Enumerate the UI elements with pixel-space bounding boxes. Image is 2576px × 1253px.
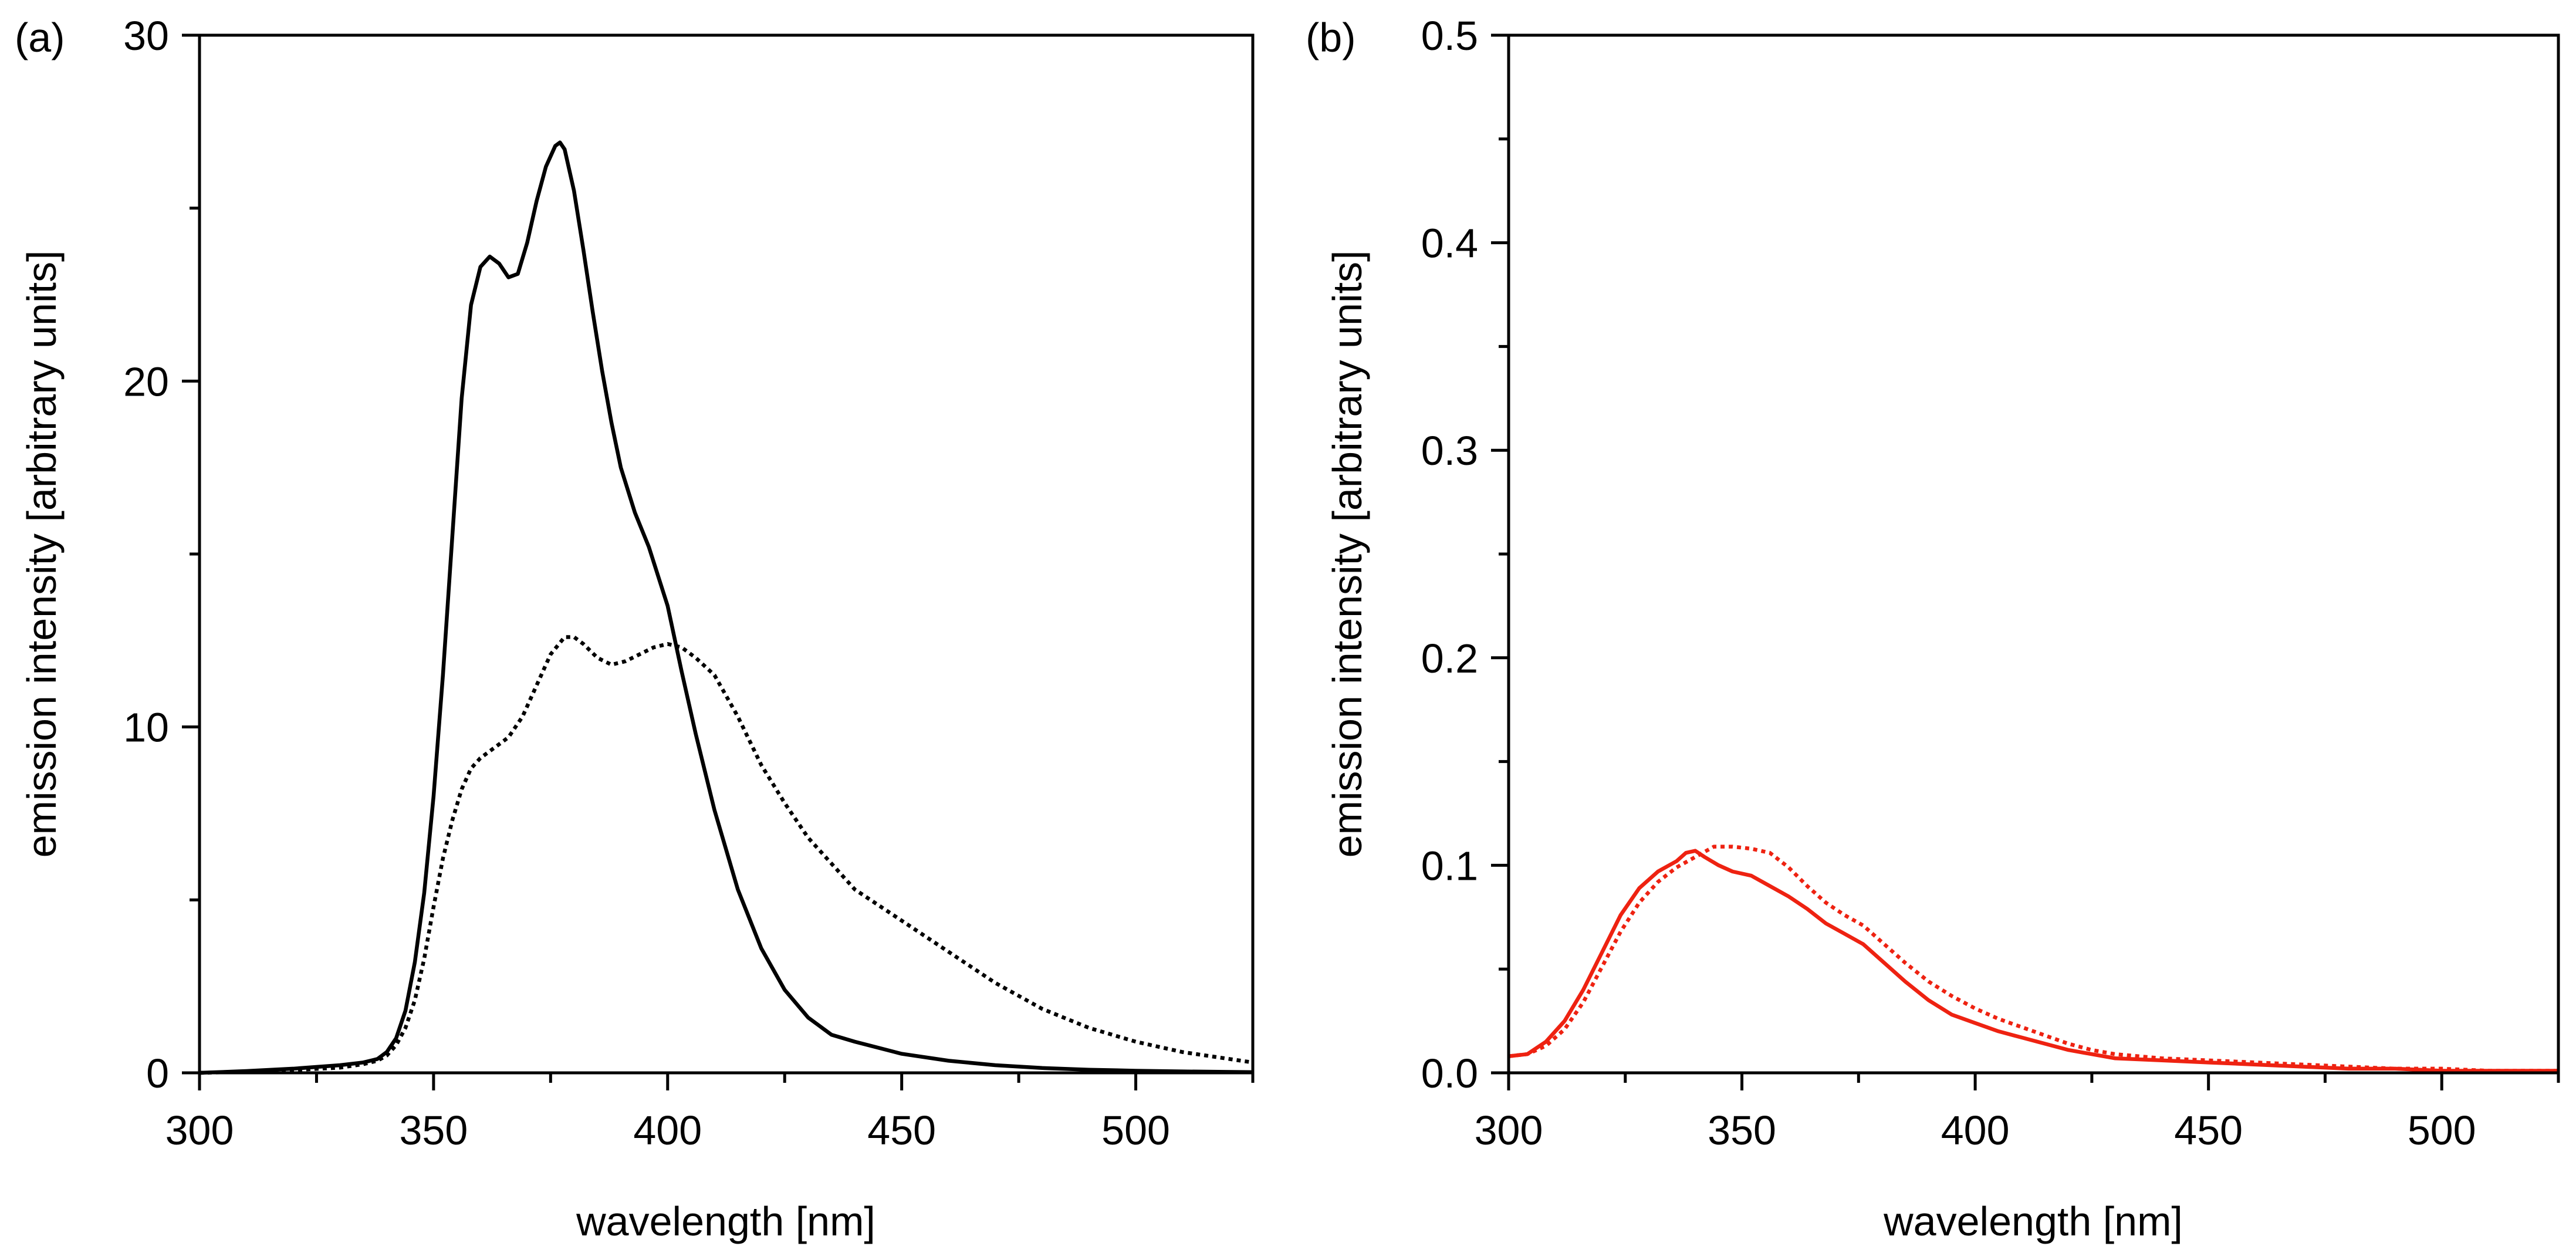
panel-a-y-tick-label: 30 <box>123 13 169 59</box>
panel-a-ticks <box>182 33 1255 1090</box>
panel-a-series-dotted <box>199 635 1253 1075</box>
panel-a-series <box>199 140 1253 1075</box>
panel-a-tick-labels: 300 350 400 450 500 0 10 20 30 <box>123 13 1170 1153</box>
panel-b-x-tick-label: 500 <box>2408 1107 2476 1153</box>
panel-b-x-axis-label: wavelength [nm] <box>1883 1198 2183 1244</box>
panel-b-x-tick-label: 300 <box>1475 1107 1543 1153</box>
panel-a-x-tick-label: 400 <box>633 1107 702 1153</box>
panel-b-y-tick-label: 0.4 <box>1421 221 1478 266</box>
panel-b: (b) 300 350 400 450 500 0.0 0.1 0.2 0.3 0.4 0.5 wa… <box>1306 13 2560 1244</box>
panel-a-x-tick-label: 450 <box>867 1107 936 1153</box>
panel-b-series-solid-red <box>1508 849 2558 1073</box>
panel-b-x-tick-label: 400 <box>1941 1107 2010 1153</box>
panel-b-x-tick-label: 450 <box>2174 1107 2243 1153</box>
panel-a-x-tick-label: 350 <box>399 1107 468 1153</box>
panel-a-label: (a) <box>15 15 65 60</box>
panel-b-y-tick-label: 0.5 <box>1421 13 1478 59</box>
panel-a-plot-frame <box>198 33 1255 1075</box>
panel-b-x-tick-label: 350 <box>1708 1107 1776 1153</box>
panel-b-y-axis-label: emission intensity [arbitrary units] <box>1324 251 1370 858</box>
panel-b-series-dotted-red <box>1508 845 2558 1073</box>
panel-a-x-tick-label: 500 <box>1101 1107 1170 1153</box>
panel-a-series-solid <box>199 140 1253 1075</box>
panel-b-series <box>1508 845 2558 1073</box>
panel-a-y-axis-label: emission intensity [arbitrary units] <box>19 251 65 858</box>
panel-b-plot-frame <box>1507 33 2560 1075</box>
panel-a-y-tick-label: 10 <box>123 705 169 751</box>
panel-a-y-tick-label: 20 <box>123 359 169 404</box>
panel-a-y-tick-label: 0 <box>146 1051 169 1096</box>
panel-b-y-tick-label: 0.2 <box>1421 636 1478 681</box>
panel-a-x-tick-label: 300 <box>165 1107 234 1153</box>
panel-b-ticks <box>1491 33 2560 1090</box>
panel-a: (a) 300 350 400 450 500 0 10 20 30 wavelength [n… <box>15 13 1255 1244</box>
panel-b-y-tick-label: 0.3 <box>1421 428 1478 474</box>
panel-b-y-tick-label: 0.1 <box>1421 843 1478 889</box>
panel-b-tick-labels: 300 350 400 450 500 0.0 0.1 0.2 0.3 0.4 0.5 <box>1421 13 2476 1153</box>
panel-a-x-axis-label: wavelength [nm] <box>576 1198 875 1244</box>
panel-b-label: (b) <box>1306 15 1356 60</box>
panel-b-y-tick-label: 0.0 <box>1421 1051 1478 1096</box>
